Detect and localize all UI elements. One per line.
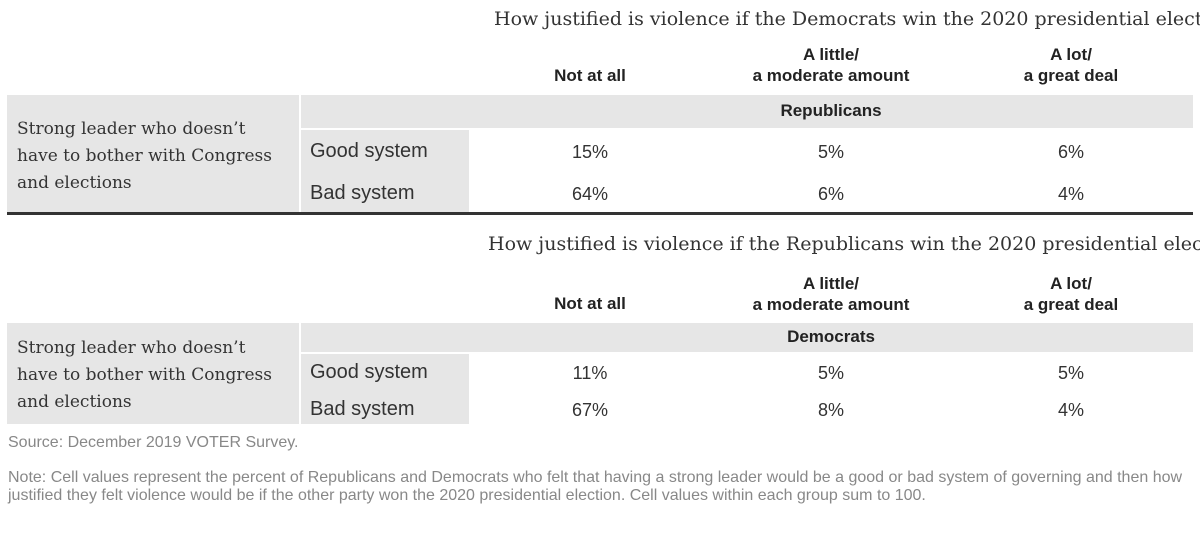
- panel-2-bad-a-lot: 4%: [1057, 400, 1084, 420]
- panel-2-bad-a-little: 8%: [817, 400, 844, 420]
- panel-2-group-label: Democrats: [787, 327, 875, 346]
- panel-1-bad-a-little: 6%: [817, 184, 844, 204]
- panel-1-group-band: [301, 95, 1193, 128]
- panel-1-good-not-at-all: 15%: [571, 142, 609, 162]
- panel-2-title: How justified is violence if the Republi…: [488, 233, 1200, 255]
- panel-1-col-head-1: Not at all: [554, 66, 626, 85]
- panel-2-system-band: [301, 354, 469, 424]
- panel-1-group-label: Republicans: [780, 101, 882, 120]
- panel-1-good-a-little: 5%: [817, 142, 844, 162]
- panel-2-row-stub-band: [7, 323, 299, 424]
- panel-2-row-label: Strong leader who doesn’t have to bother…: [17, 338, 272, 412]
- table-note: Note: Cell values represent the percent …: [8, 469, 1183, 504]
- panel-1-title: How justified is violence if the Democra…: [494, 8, 1200, 30]
- panel-2-col-head-2: A little/ a moderate amount: [752, 274, 910, 314]
- panel-1-good-a-lot: 6%: [1057, 142, 1084, 162]
- source-note: Source: December 2019 VOTER Survey.: [8, 434, 299, 451]
- panel-1-row-label: Strong leader who doesn’t have to bother…: [17, 119, 272, 193]
- panel-1-system-band: [301, 130, 469, 212]
- panel-1-bad-a-lot: 4%: [1057, 184, 1084, 204]
- panel-2-row-good-label: Good system: [310, 361, 428, 383]
- panel-2-col-head-3: A lot/ a great deal: [1023, 274, 1119, 314]
- panel-1-col-head-2: A little/ a moderate amount: [752, 45, 910, 85]
- panel-2-good-a-lot: 5%: [1057, 363, 1084, 383]
- panel-1-row-good-label: Good system: [310, 140, 428, 162]
- panel-1-row-bad-label: Bad system: [310, 182, 415, 204]
- panel-1-bottom-rule: [7, 212, 1193, 215]
- panel-2-row-bad-label: Bad system: [310, 398, 415, 420]
- panel-2-good-not-at-all: 11%: [572, 363, 608, 383]
- panel-1-col-head-3: A lot/ a great deal: [1023, 45, 1119, 85]
- panel-2-group-band: [301, 323, 1193, 352]
- panel-2-good-a-little: 5%: [817, 363, 844, 383]
- panel-2-col-head-1: Not at all: [554, 294, 626, 313]
- panel-2-bad-not-at-all: 67%: [571, 400, 609, 420]
- panel-1-bad-not-at-all: 64%: [571, 184, 609, 204]
- panel-1-row-stub-band: [7, 95, 299, 212]
